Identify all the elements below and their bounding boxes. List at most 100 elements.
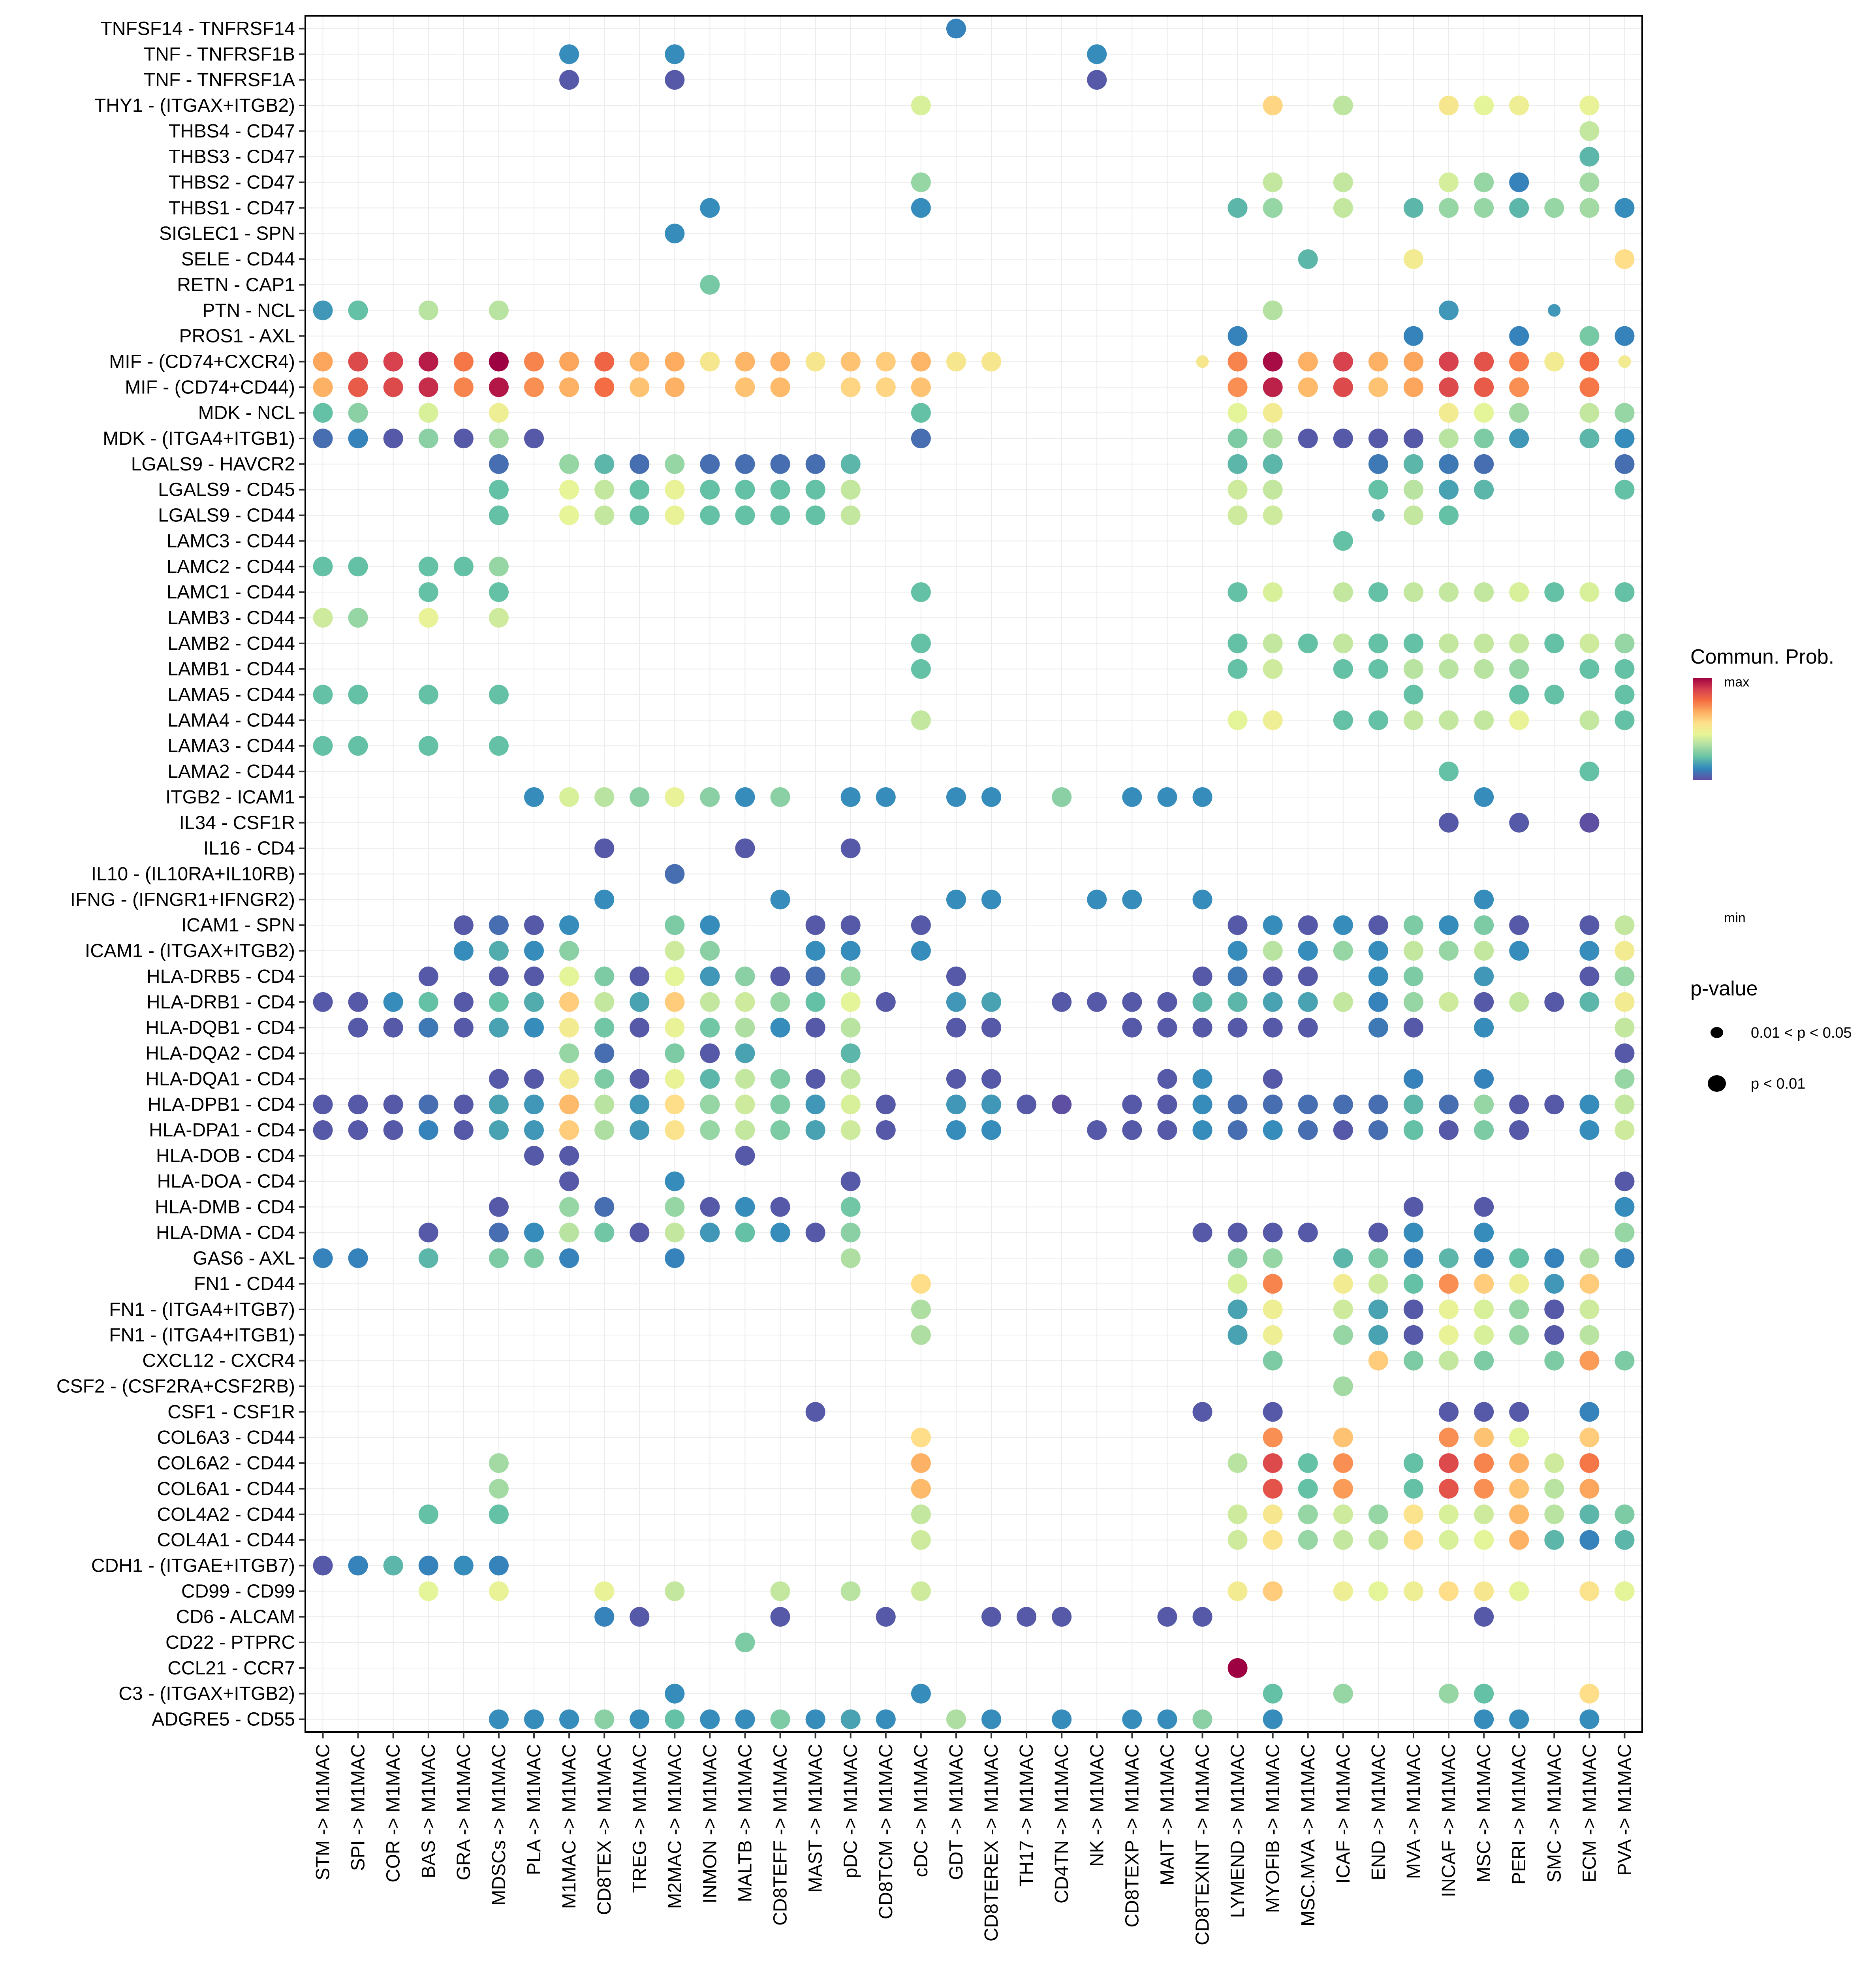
data-point: [1263, 633, 1283, 653]
data-point: [1333, 633, 1353, 653]
data-point: [1474, 1428, 1494, 1448]
data-point: [1227, 1274, 1248, 1294]
data-point: [1227, 710, 1248, 730]
data-point: [981, 890, 1002, 910]
data-point: [1579, 659, 1600, 679]
data-point: [559, 1146, 579, 1166]
data-point: [1474, 787, 1494, 807]
data-point: [805, 352, 825, 372]
data-point: [1579, 1530, 1600, 1550]
data-point: [1333, 429, 1353, 449]
data-point: [418, 403, 438, 423]
data-point: [1509, 1274, 1529, 1294]
size-legend-title: p-value: [1690, 977, 1758, 1000]
data-point: [1509, 1120, 1529, 1140]
data-point: [453, 941, 474, 961]
data-point: [1579, 966, 1600, 986]
data-point: [1509, 377, 1529, 397]
data-point: [1403, 505, 1423, 525]
data-point: [1544, 633, 1564, 653]
data-point: [1439, 1274, 1459, 1294]
data-point: [1227, 582, 1248, 602]
data-point: [1439, 352, 1459, 372]
data-point: [1298, 249, 1318, 269]
data-point: [1263, 1095, 1283, 1115]
data-point: [981, 1607, 1002, 1627]
x-tick-label: INCAF -> M1MAC: [1438, 1744, 1459, 1897]
data-point: [313, 352, 333, 372]
data-point: [1509, 915, 1529, 935]
data-point: [840, 1581, 861, 1601]
data-point: [594, 1197, 615, 1217]
y-tick-label: ICAM1 - SPN: [181, 915, 295, 936]
data-point: [1368, 377, 1388, 397]
data-point: [1333, 1376, 1353, 1396]
data-point: [876, 352, 896, 372]
data-point: [1439, 992, 1459, 1012]
data-point: [1615, 633, 1635, 653]
data-point: [630, 352, 650, 372]
data-point: [770, 966, 790, 986]
data-point: [1439, 1248, 1459, 1268]
data-point: [418, 1504, 438, 1524]
data-point: [1544, 1478, 1564, 1499]
data-point: [559, 1043, 579, 1063]
data-point: [1052, 992, 1072, 1012]
y-tick-label: LAMC1 - CD44: [167, 582, 295, 603]
data-point: [1192, 966, 1212, 986]
data-point: [1263, 300, 1283, 320]
y-tick-label: LAMA4 - CD44: [167, 710, 295, 731]
data-point: [1227, 1453, 1248, 1473]
data-point: [1579, 1504, 1600, 1524]
data-point: [981, 1069, 1002, 1089]
y-axis: TNFSF14 - TNFRSF14 TNF - TNFRSF1B TNF - TN…: [56, 18, 305, 1730]
data-point: [489, 1197, 509, 1217]
data-point: [665, 1197, 685, 1217]
data-point: [840, 1709, 861, 1729]
data-point: [1439, 172, 1459, 192]
data-point: [1227, 966, 1248, 986]
data-point: [313, 429, 333, 449]
data-point: [1403, 1274, 1423, 1294]
data-point: [946, 992, 966, 1012]
data-point: [1544, 1299, 1564, 1319]
data-point: [1439, 480, 1459, 500]
y-tick-label: CCL21 - CCR7: [167, 1658, 295, 1679]
data-point: [770, 1607, 790, 1627]
x-tick-label: CD8TCM -> M1MAC: [876, 1744, 897, 1919]
data-point: [348, 403, 368, 423]
data-point: [1403, 915, 1423, 935]
data-point: [559, 377, 579, 397]
data-point: [1333, 1095, 1353, 1115]
data-point: [1227, 326, 1248, 346]
data-point: [383, 1556, 403, 1576]
data-point: [1227, 480, 1248, 500]
data-point: [1263, 198, 1283, 218]
data-point: [1474, 198, 1494, 218]
data-point: [418, 1248, 438, 1268]
data-point: [665, 941, 685, 961]
data-point: [348, 1095, 368, 1115]
y-tick-label: THBS2 - CD47: [169, 172, 295, 193]
data-point: [840, 1043, 861, 1063]
data-point: [489, 736, 509, 756]
data-point: [1087, 992, 1107, 1012]
data-point: [700, 352, 720, 372]
data-point: [1579, 1683, 1600, 1704]
data-point: [1298, 1478, 1318, 1499]
y-tick-label: PROS1 - AXL: [179, 326, 295, 347]
data-point: [1579, 429, 1600, 449]
data-point: [1368, 1530, 1388, 1550]
color-legend-min-label: min: [1724, 910, 1746, 925]
data-point: [348, 608, 368, 628]
data-point: [981, 352, 1002, 372]
data-point: [1298, 1018, 1318, 1038]
data-point: [1403, 352, 1423, 372]
data-point: [1439, 429, 1459, 449]
data-point: [1615, 1171, 1635, 1191]
data-point: [735, 1095, 755, 1115]
data-point: [418, 685, 438, 705]
data-point: [946, 1018, 966, 1038]
data-point: [1263, 941, 1283, 961]
data-point: [665, 224, 685, 244]
